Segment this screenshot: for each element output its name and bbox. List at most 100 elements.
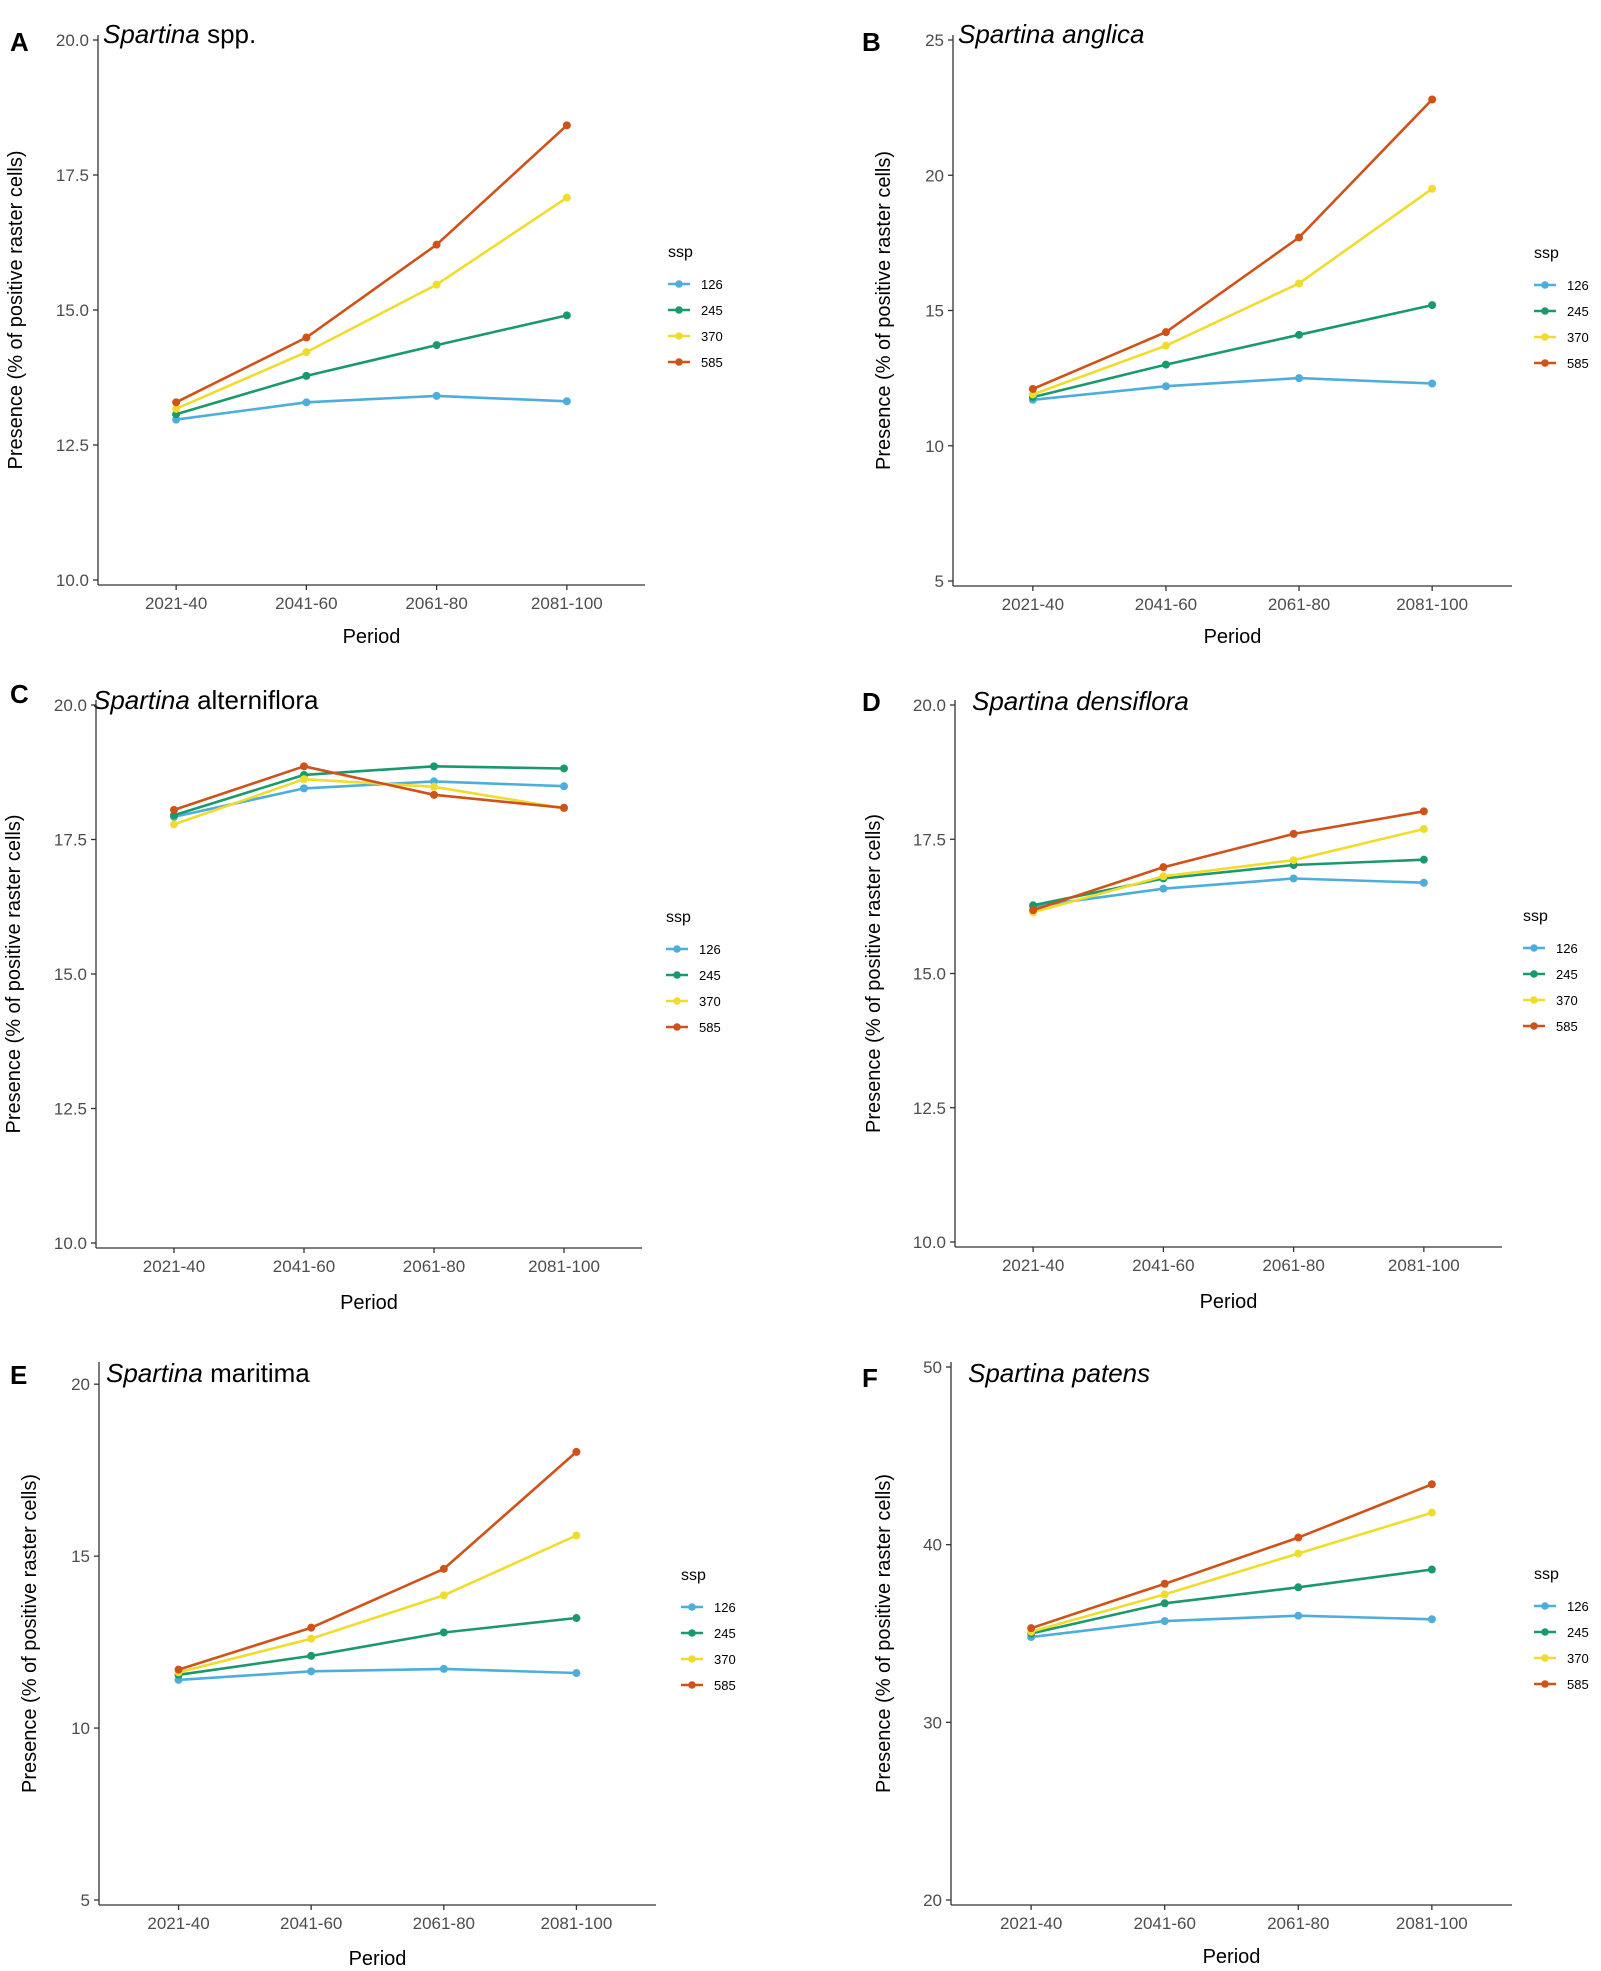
data-point-370 <box>432 280 441 289</box>
data-point-585 <box>302 333 311 342</box>
y-tick-label: 15.0 <box>56 301 89 320</box>
series-line-245 <box>1032 858 1424 907</box>
data-point-245 <box>1419 855 1428 864</box>
data-point-585 <box>1427 1480 1436 1489</box>
panel-letter: E <box>10 1360 27 1390</box>
legend-key-point <box>1530 996 1538 1004</box>
x-tick-label: 2021-40 <box>145 594 207 613</box>
data-point-245 <box>1294 1583 1303 1592</box>
data-point-585 <box>174 1665 183 1674</box>
data-point-370 <box>1294 1549 1303 1558</box>
panel-letter: B <box>862 27 881 57</box>
data-point-126 <box>560 782 568 791</box>
data-point-370 <box>1161 341 1170 350</box>
legend-key-point <box>1541 307 1549 315</box>
legend-key-point <box>688 1629 696 1637</box>
data-point-245 <box>560 764 568 773</box>
x-tick-label: 2061-80 <box>1268 595 1330 614</box>
x-tick-label: 2021-40 <box>143 1257 205 1276</box>
x-axis-title: Period <box>349 1948 407 1970</box>
data-point-370 <box>1419 825 1428 834</box>
legend-key-point <box>675 358 683 366</box>
legend-key-point <box>673 997 681 1005</box>
panel-f: F Spartina patens 20 30 40 50 2021-40 2041-60 20… <box>862 1358 1589 1968</box>
x-tick-label: 2041-60 <box>1132 1256 1194 1275</box>
legend-label: 126 <box>714 1600 736 1615</box>
x-tick-label: 2081-100 <box>1388 1256 1460 1275</box>
legend-label: 585 <box>1567 356 1589 371</box>
panel-title-italic: Spartina <box>103 19 200 49</box>
data-point-585 <box>1160 1579 1169 1588</box>
data-point-126 <box>1428 379 1437 388</box>
legend-key-point <box>1541 1602 1549 1610</box>
y-tick-label: 40 <box>923 1536 942 1555</box>
legend-key-point <box>675 280 683 288</box>
legend-label: 245 <box>1556 967 1578 982</box>
x-tick-label: 2061-80 <box>403 1257 465 1276</box>
data-point-126 <box>307 1667 316 1676</box>
y-axis-title: Presence (% of positive raster cells) <box>873 151 895 470</box>
data-point-126 <box>302 398 311 407</box>
data-point-370 <box>1159 872 1168 881</box>
data-point-370 <box>170 820 178 829</box>
series-line-245 <box>178 1616 577 1677</box>
data-point-585 <box>1161 328 1170 337</box>
x-tick-label: 2081-100 <box>1396 1914 1468 1933</box>
x-tick-label: 2081-100 <box>541 1914 613 1933</box>
legend-label: 370 <box>1556 993 1578 1008</box>
y-tick-label: 10.0 <box>913 1233 946 1252</box>
x-axis-title: Period <box>1203 1946 1261 1968</box>
y-tick-label: 20 <box>925 166 944 185</box>
y-tick-label: 5 <box>81 1891 90 1910</box>
panel-d: D Spartina densiflora 10.0 12.5 15.0 17.5 20.0… <box>862 686 1578 1313</box>
y-tick-label: 12.5 <box>54 1100 87 1119</box>
x-tick-label: 2081-100 <box>531 594 603 613</box>
legend-label: 585 <box>701 355 723 370</box>
panel-title-italic: Spartina densiflora <box>972 686 1189 716</box>
legend-label: 245 <box>701 303 723 318</box>
legend-label: 370 <box>699 994 721 1009</box>
legend-label: 245 <box>714 1626 736 1641</box>
data-point-370 <box>1160 1590 1169 1599</box>
y-tick-label: 20 <box>71 1375 90 1394</box>
data-point-126 <box>300 784 308 793</box>
data-point-370 <box>1295 279 1304 288</box>
data-point-585 <box>307 1623 316 1632</box>
series-line-370 <box>175 196 568 410</box>
panel-title-rest: alterniflora <box>190 685 319 715</box>
data-point-126 <box>1160 1617 1169 1626</box>
x-tick-label: 2041-60 <box>273 1257 335 1276</box>
legend-key-point <box>1530 970 1538 978</box>
data-point-370 <box>300 775 308 784</box>
data-point-585 <box>1295 233 1304 242</box>
series-line-245 <box>173 764 565 817</box>
data-point-245 <box>562 311 571 320</box>
data-point-245 <box>1161 360 1170 369</box>
x-axis-title: Period <box>1200 1291 1258 1313</box>
panel-title-italic: Spartina patens <box>968 1358 1150 1388</box>
x-tick-label: 2021-40 <box>1002 1256 1064 1275</box>
legend: ssp 126 245 370 585 <box>668 244 723 370</box>
data-point-585 <box>300 762 308 771</box>
legend-key-point <box>1541 1654 1549 1662</box>
series-line-126 <box>1030 1614 1432 1639</box>
data-point-370 <box>430 782 438 791</box>
x-tick-label: 2021-40 <box>1002 595 1064 614</box>
data-point-585 <box>1419 807 1428 816</box>
data-point-585 <box>1294 1533 1303 1542</box>
legend-label: 126 <box>701 277 723 292</box>
y-axis-title: Presence (% of positive raster cells) <box>3 814 25 1133</box>
y-tick-label: 15 <box>925 302 944 321</box>
data-point-370 <box>1289 856 1298 865</box>
data-point-245 <box>432 341 441 350</box>
series-line-585 <box>1032 810 1425 912</box>
y-tick-label: 15.0 <box>913 965 946 984</box>
x-tick-label: 2061-80 <box>1267 1914 1329 1933</box>
legend-key-point <box>675 306 683 314</box>
panel-letter: F <box>862 1363 878 1393</box>
x-axis-title: Period <box>343 626 401 648</box>
legend-label: 585 <box>699 1020 721 1035</box>
x-tick-label: 2081-100 <box>528 1257 600 1276</box>
panel-letter: A <box>10 27 29 57</box>
legend: ssp 126 245 370 585 <box>666 909 721 1035</box>
